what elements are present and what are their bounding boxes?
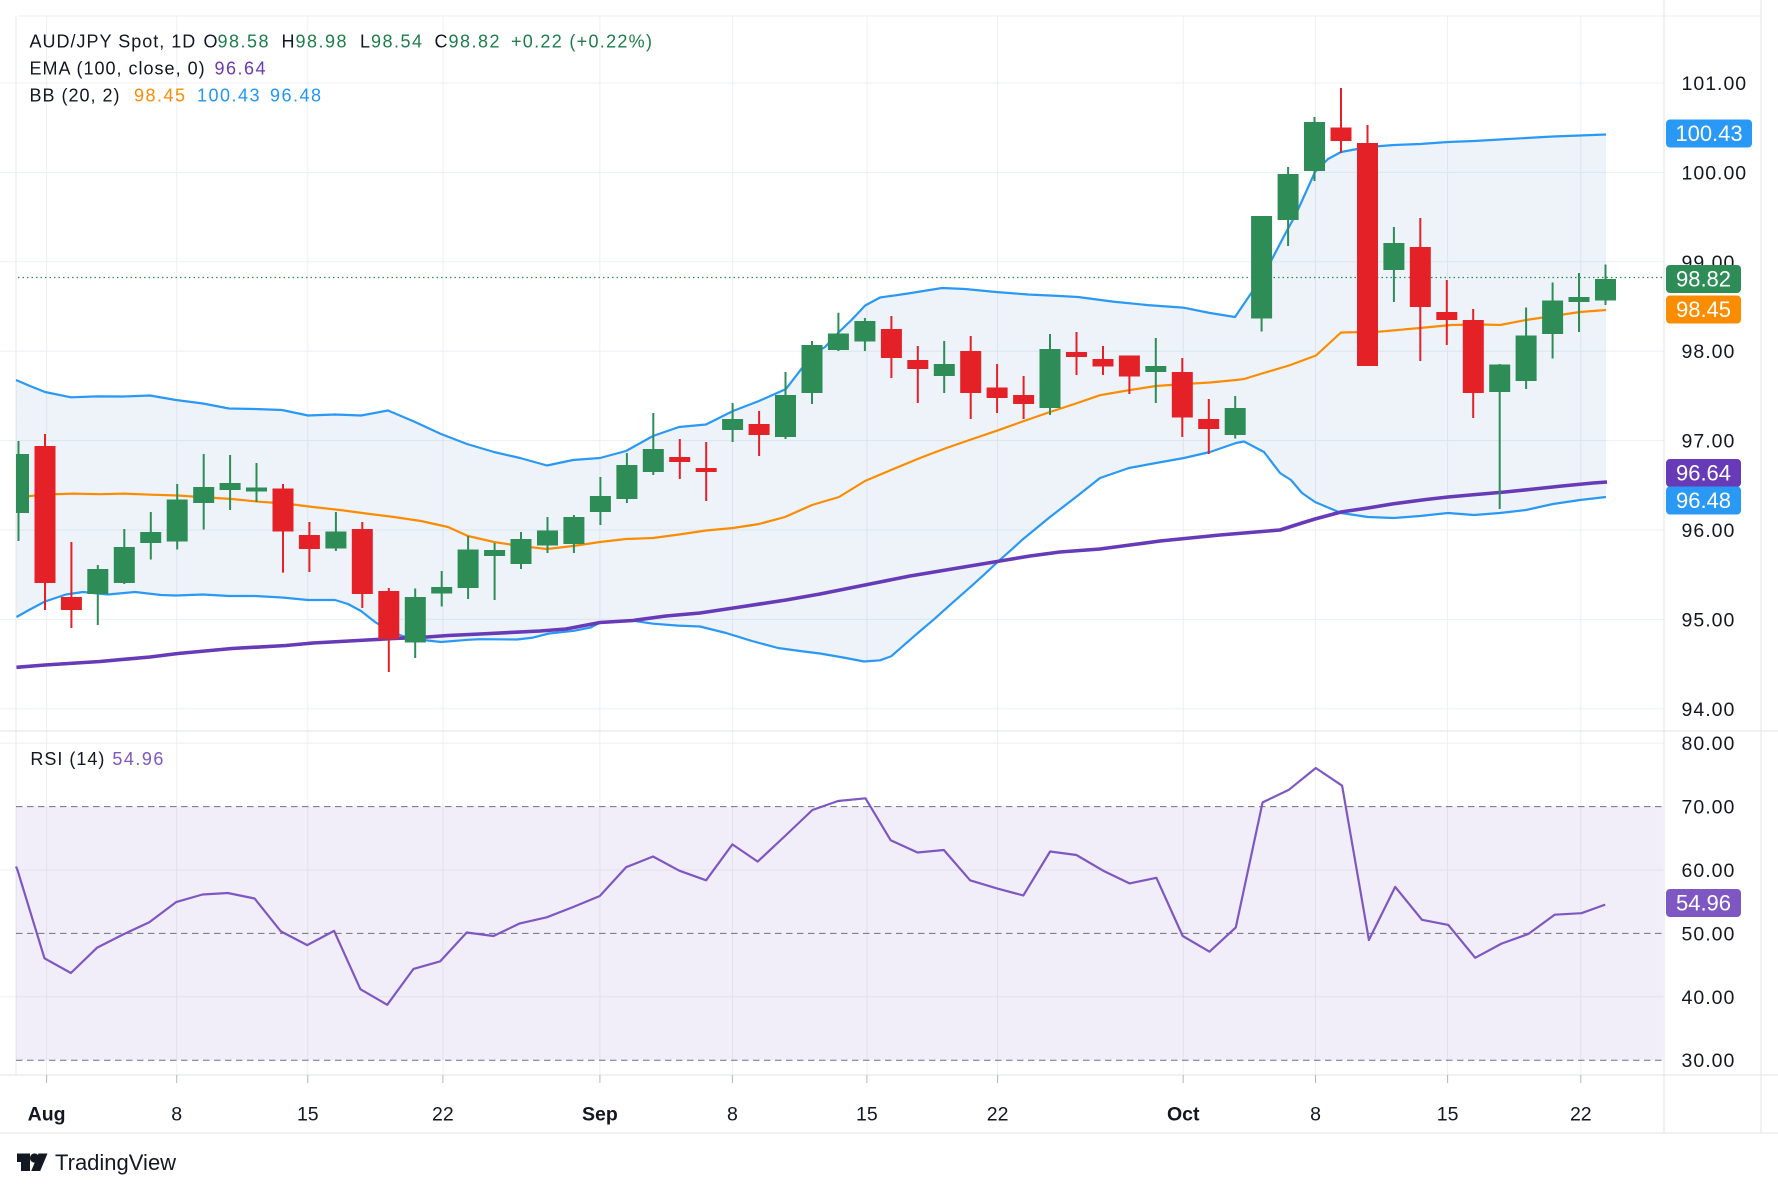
svg-text:8: 8 bbox=[727, 1104, 738, 1126]
svg-text:8: 8 bbox=[171, 1104, 182, 1126]
svg-text:15: 15 bbox=[856, 1104, 878, 1126]
svg-text:101.00: 101.00 bbox=[1682, 73, 1748, 95]
svg-text:98.82: 98.82 bbox=[449, 32, 502, 52]
svg-text:22: 22 bbox=[987, 1104, 1009, 1126]
svg-text:EMA (100, close, 0): EMA (100, close, 0) bbox=[30, 59, 206, 79]
svg-text:Sep: Sep bbox=[582, 1104, 618, 1126]
svg-text:98.98: 98.98 bbox=[296, 32, 349, 52]
svg-text:100.43: 100.43 bbox=[1675, 121, 1742, 146]
svg-text:O: O bbox=[204, 32, 219, 52]
svg-text:98.45: 98.45 bbox=[1676, 297, 1731, 322]
svg-text:30.00: 30.00 bbox=[1682, 1050, 1736, 1072]
svg-text:100.00: 100.00 bbox=[1682, 162, 1748, 184]
svg-text:H: H bbox=[282, 32, 296, 52]
svg-text:95.00: 95.00 bbox=[1682, 609, 1736, 631]
svg-text:TradingView: TradingView bbox=[55, 1150, 176, 1175]
svg-text:22: 22 bbox=[1570, 1104, 1592, 1126]
svg-text:96.00: 96.00 bbox=[1682, 520, 1736, 542]
svg-text:AUD/JPY Spot, 1D: AUD/JPY Spot, 1D bbox=[30, 32, 197, 52]
svg-text:40.00: 40.00 bbox=[1682, 987, 1736, 1009]
svg-text:80.00: 80.00 bbox=[1682, 733, 1736, 755]
svg-text:96.64: 96.64 bbox=[1676, 461, 1731, 486]
svg-text:54.96: 54.96 bbox=[1676, 891, 1731, 916]
svg-text:98.45: 98.45 bbox=[134, 86, 187, 106]
svg-text:+0.22 (+0.22%): +0.22 (+0.22%) bbox=[511, 32, 653, 52]
svg-text:97.00: 97.00 bbox=[1682, 431, 1736, 453]
svg-text:98.54: 98.54 bbox=[371, 32, 424, 52]
svg-text:15: 15 bbox=[1437, 1104, 1459, 1126]
svg-text:15: 15 bbox=[297, 1104, 319, 1126]
svg-text:94.00: 94.00 bbox=[1682, 699, 1736, 721]
svg-text:70.00: 70.00 bbox=[1682, 797, 1736, 819]
svg-text:98.58: 98.58 bbox=[218, 32, 271, 52]
svg-text:60.00: 60.00 bbox=[1682, 860, 1736, 882]
svg-text:54.96: 54.96 bbox=[112, 749, 165, 769]
svg-text:98.82: 98.82 bbox=[1676, 267, 1731, 292]
svg-text:L: L bbox=[360, 32, 371, 52]
svg-text:C: C bbox=[435, 32, 449, 52]
svg-text:RSI (14): RSI (14) bbox=[30, 749, 105, 769]
svg-text:96.48: 96.48 bbox=[270, 86, 323, 106]
svg-text:96.64: 96.64 bbox=[215, 59, 268, 79]
svg-text:98.00: 98.00 bbox=[1682, 341, 1736, 363]
svg-text:50.00: 50.00 bbox=[1682, 923, 1736, 945]
svg-text:8: 8 bbox=[1310, 1104, 1321, 1126]
svg-text:100.43: 100.43 bbox=[197, 86, 261, 106]
svg-text:BB (20, 2): BB (20, 2) bbox=[30, 86, 121, 106]
svg-text:Oct: Oct bbox=[1167, 1104, 1200, 1126]
svg-text:Aug: Aug bbox=[28, 1104, 66, 1126]
svg-text:22: 22 bbox=[432, 1104, 454, 1126]
svg-text:96.48: 96.48 bbox=[1676, 488, 1731, 513]
